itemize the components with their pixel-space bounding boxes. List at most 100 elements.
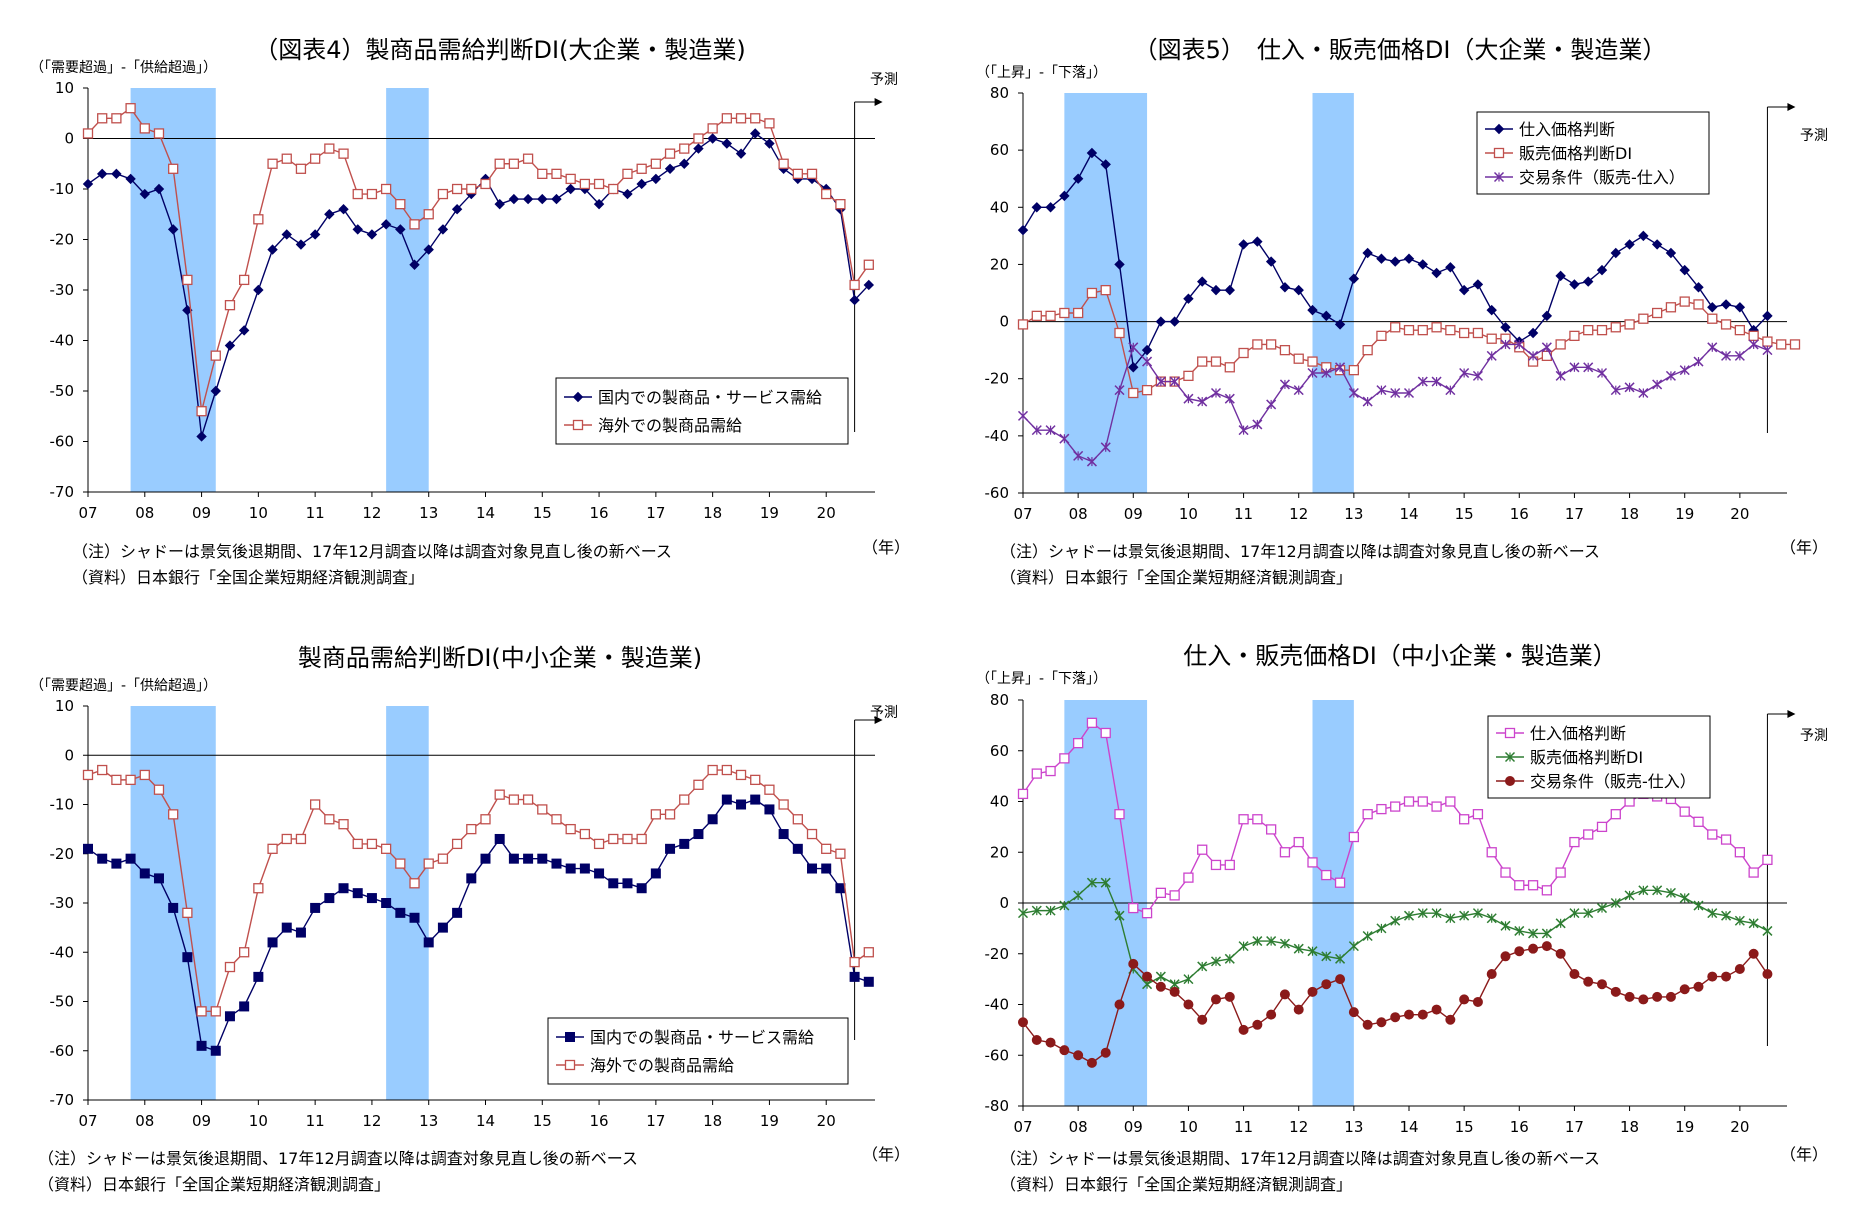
y-tick-label: 10: [55, 79, 74, 97]
data-point: [1114, 259, 1125, 270]
data-point: [1183, 999, 1194, 1010]
data-point: [1417, 908, 1428, 919]
data-point: [1141, 908, 1153, 919]
data-point: [1390, 256, 1401, 267]
data-point: [1307, 356, 1318, 367]
data-point: [636, 163, 647, 174]
data-point: [1031, 425, 1042, 436]
y-tick-label: -30: [50, 281, 75, 299]
data-point: [593, 178, 605, 190]
chart-domestic-overseas-large: （図表4）製商品需給判断DI(大企業・製造業) （「需要超過」-「供給超過」） …: [30, 36, 910, 587]
data-point: [1748, 339, 1759, 350]
data-point: [1707, 302, 1718, 313]
data-point: [1721, 910, 1732, 921]
data-point: [480, 814, 491, 825]
data-point: [1293, 943, 1304, 954]
data-point: [1293, 385, 1304, 396]
data-point: [451, 838, 463, 850]
data-point: [1610, 897, 1621, 909]
y-tick-label: -20: [985, 370, 1010, 388]
data-point: [196, 1040, 207, 1051]
data-point: [679, 794, 690, 805]
legend-box: [1476, 111, 1710, 195]
data-point: [1555, 339, 1566, 350]
data-point: [1610, 322, 1621, 333]
y-tick-label: 40: [990, 198, 1009, 216]
data-point: [1376, 385, 1387, 396]
data-point: [380, 183, 392, 195]
data-point: [750, 113, 761, 124]
data-point: [693, 829, 704, 840]
data-point: [1210, 956, 1222, 967]
y-tick-label: -20: [50, 231, 75, 249]
data-point: [1031, 768, 1042, 779]
legend-marker: [572, 419, 584, 431]
data-point: [1266, 399, 1277, 410]
x-tick-label: 16: [1510, 1118, 1529, 1136]
data-point: [1486, 350, 1497, 361]
data-point: [1569, 836, 1580, 848]
data-point: [1486, 333, 1497, 344]
forecast-label: 予測: [870, 705, 898, 721]
data-point: [1652, 379, 1663, 390]
data-point: [224, 961, 236, 973]
data-point: [409, 912, 420, 923]
data-point: [1404, 1009, 1414, 1020]
data-point: [863, 279, 875, 291]
data-point: [1638, 313, 1649, 324]
data-point: [409, 219, 420, 230]
data-point: [1086, 717, 1098, 728]
data-point: [1583, 362, 1594, 373]
x-tick-label: 07: [78, 1112, 97, 1130]
data-point: [707, 814, 718, 825]
x-tick-label: 18: [703, 504, 722, 522]
data-point: [1376, 1017, 1387, 1028]
data-point: [1252, 339, 1263, 350]
data-point: [1362, 930, 1373, 942]
data-point: [1197, 961, 1208, 972]
y-tick-label: 0: [999, 894, 1009, 912]
data-point: [168, 902, 179, 913]
data-point: [551, 168, 562, 180]
data-point: [1624, 991, 1635, 1002]
forecast-arrow-icon: [1787, 103, 1796, 111]
x-tick-label: 18: [703, 1112, 722, 1130]
data-point: [1707, 313, 1718, 324]
data-point: [1472, 279, 1484, 290]
legend-label: 海外での製商品需給: [598, 416, 742, 435]
y-tick-label: 60: [990, 141, 1009, 159]
data-point: [1238, 425, 1249, 436]
data-point: [1596, 821, 1608, 833]
data-point: [579, 863, 590, 874]
data-point: [1335, 953, 1346, 964]
data-point: [409, 878, 420, 889]
data-point: [721, 764, 732, 776]
y-tick-label: -70: [50, 483, 75, 501]
data-point: [1541, 342, 1552, 353]
data-point: [1403, 910, 1415, 921]
series-1: [1017, 877, 1773, 990]
data-point: [1734, 963, 1745, 974]
data-point: [338, 819, 349, 830]
data-point: [750, 774, 761, 786]
data-point: [565, 183, 576, 195]
data-point: [281, 153, 292, 164]
data-point: [764, 118, 775, 129]
x-tick-label: 17: [646, 1112, 665, 1130]
data-point: [1100, 442, 1111, 453]
data-point: [508, 193, 520, 205]
data-point: [1072, 737, 1084, 749]
data-point: [295, 163, 307, 174]
data-point: [1334, 319, 1346, 330]
data-point: [1638, 885, 1649, 896]
data-point: [764, 804, 775, 815]
data-point: [1183, 974, 1194, 985]
data-point: [807, 863, 818, 874]
data-point: [1472, 908, 1483, 919]
x-tick-label: 15: [1455, 1118, 1474, 1136]
x-tick-label: 10: [249, 504, 268, 522]
data-point: [1307, 367, 1318, 379]
forecast-arrow-icon: [874, 716, 883, 724]
data-point: [451, 203, 463, 215]
data-point: [139, 188, 150, 200]
